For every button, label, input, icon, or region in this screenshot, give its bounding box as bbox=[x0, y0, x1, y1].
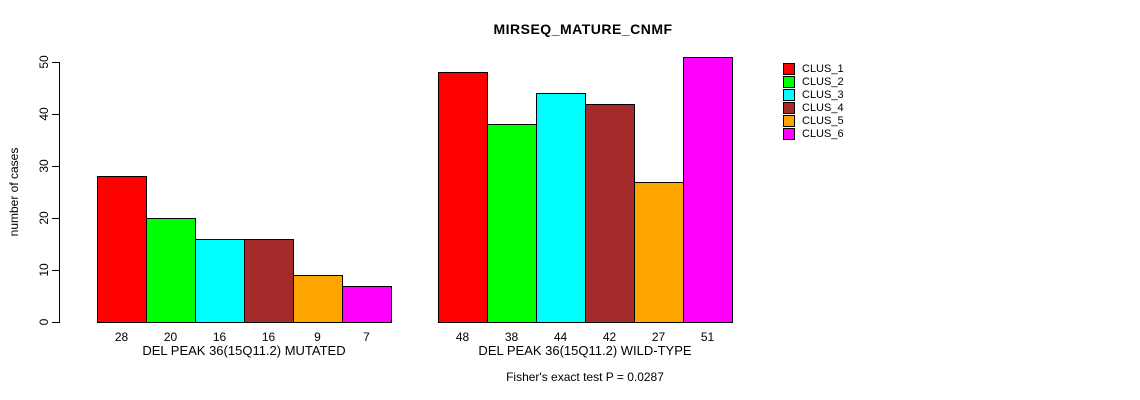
y-tick-mark bbox=[52, 165, 59, 167]
legend-label: CLUS_4 bbox=[802, 101, 844, 114]
y-tick-label: 10 bbox=[37, 263, 51, 277]
y-tick-label: 40 bbox=[37, 107, 51, 121]
bar-clus_5 bbox=[293, 275, 343, 323]
y-tick-mark bbox=[52, 113, 59, 115]
group-label-wildtype: DEL PEAK 36(15Q11.2) WILD-TYPE bbox=[478, 343, 692, 358]
bar-clus_3 bbox=[195, 238, 245, 323]
legend-entry-clus_4: CLUS_4 bbox=[783, 101, 844, 114]
legend-entry-clus_6: CLUS_6 bbox=[783, 127, 844, 140]
bar-clus_1 bbox=[97, 176, 147, 323]
y-tick-mark bbox=[52, 269, 59, 271]
y-axis-line bbox=[59, 62, 60, 323]
y-tick-mark bbox=[52, 61, 59, 63]
bar-clus_3 bbox=[536, 93, 586, 323]
legend-swatch-icon bbox=[783, 75, 795, 88]
bar-value-label: 16 bbox=[212, 330, 227, 344]
legend-label: CLUS_3 bbox=[802, 88, 844, 101]
y-tick-label: 0 bbox=[37, 318, 51, 326]
bar-value-label: 42 bbox=[602, 330, 617, 344]
legend-swatch-icon bbox=[783, 101, 795, 114]
bar-clus_6 bbox=[683, 56, 733, 323]
bar-clus_1 bbox=[438, 72, 488, 323]
legend-label: CLUS_5 bbox=[802, 114, 844, 127]
bar-value-label: 38 bbox=[504, 330, 519, 344]
bar-value-label: 48 bbox=[455, 330, 470, 344]
bar-clus_5 bbox=[634, 181, 684, 323]
y-tick-mark bbox=[52, 321, 59, 323]
legend-entry-clus_1: CLUS_1 bbox=[783, 62, 844, 75]
bar-clus_2 bbox=[487, 124, 537, 323]
legend-swatch-icon bbox=[783, 88, 795, 101]
y-tick-mark bbox=[52, 217, 59, 219]
y-tick-label: 30 bbox=[37, 159, 51, 173]
legend-entry-clus_3: CLUS_3 bbox=[783, 88, 844, 101]
fisher-test-note: Fisher's exact test P = 0.0287 bbox=[506, 370, 664, 384]
bar-value-label: 44 bbox=[553, 330, 568, 344]
legend: CLUS_1 CLUS_2 CLUS_3 CLUS_4 CLUS_5 CLUS_6 bbox=[783, 62, 844, 140]
bar-clus_4 bbox=[585, 103, 635, 323]
bar-value-label: 9 bbox=[314, 330, 321, 344]
bar-value-label: 20 bbox=[163, 330, 178, 344]
legend-entry-clus_2: CLUS_2 bbox=[783, 75, 844, 88]
legend-swatch-icon bbox=[783, 114, 795, 127]
y-tick-label: 50 bbox=[37, 55, 51, 69]
bar-clus_4 bbox=[244, 238, 294, 323]
bar-value-label: 27 bbox=[651, 330, 666, 344]
legend-label: CLUS_6 bbox=[802, 127, 844, 140]
group-label-mutated: DEL PEAK 36(15Q11.2) MUTATED bbox=[142, 343, 346, 358]
bar-value-label: 7 bbox=[363, 330, 370, 344]
y-axis-title: number of cases bbox=[7, 147, 21, 237]
bar-clus_6 bbox=[342, 285, 392, 323]
bar-value-label: 16 bbox=[261, 330, 276, 344]
bar-clus_2 bbox=[146, 218, 196, 323]
legend-swatch-icon bbox=[783, 127, 795, 140]
y-tick-label: 20 bbox=[37, 211, 51, 225]
chart-title: MIRSEQ_MATURE_CNMF bbox=[493, 21, 673, 37]
legend-label: CLUS_1 bbox=[802, 62, 844, 75]
legend-entry-clus_5: CLUS_5 bbox=[783, 114, 844, 127]
bar-value-label: 28 bbox=[114, 330, 129, 344]
bar-value-label: 51 bbox=[700, 330, 715, 344]
legend-swatch-icon bbox=[783, 62, 795, 75]
legend-label: CLUS_2 bbox=[802, 75, 844, 88]
